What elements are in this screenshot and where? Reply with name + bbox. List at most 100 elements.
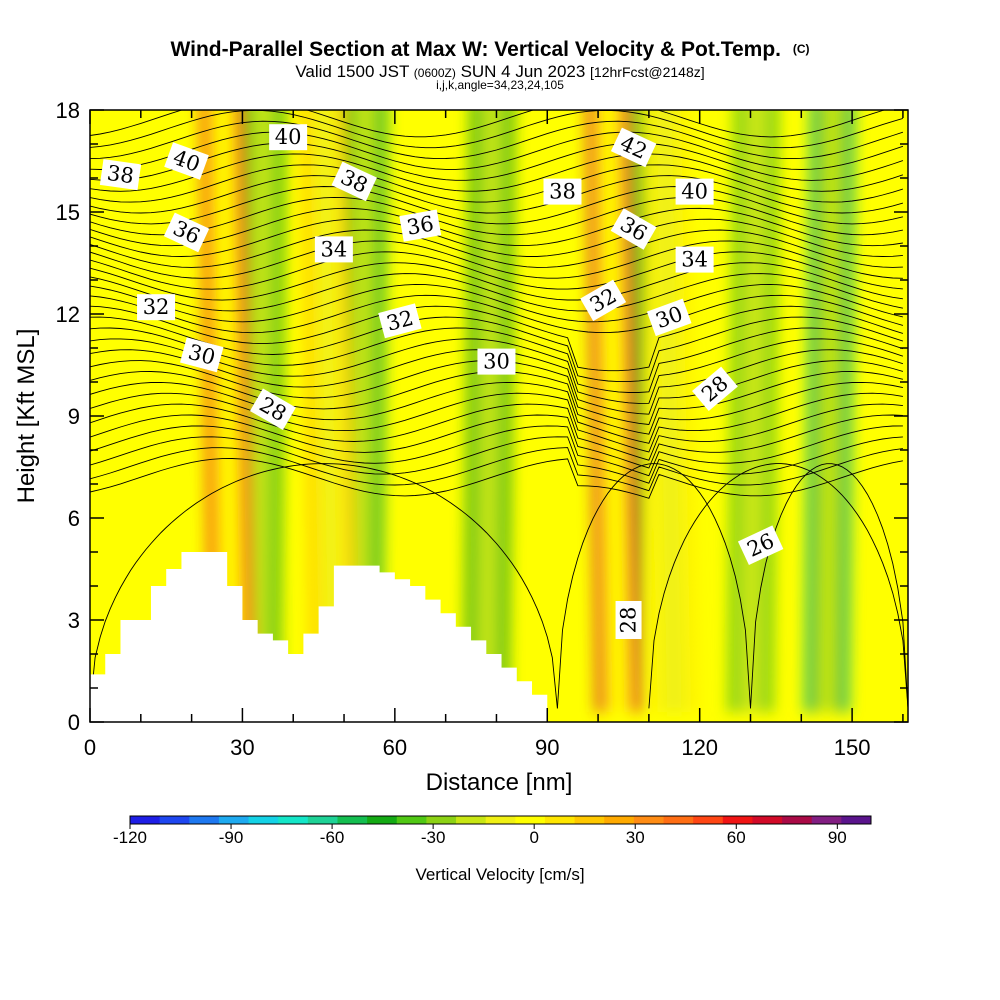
colorbar-tick-label: -60 (320, 828, 345, 847)
contour-label: 38 (543, 178, 582, 205)
theta-contour-line (90, 120, 904, 160)
x-tick-label: 0 (84, 735, 96, 760)
contour-label-text: 34 (321, 237, 348, 261)
contour-label: 38 (99, 159, 142, 191)
theta-contour-line (90, 164, 904, 203)
theta-contour-line (90, 283, 904, 323)
theta-contour-line (556, 463, 751, 709)
contour-label-text: 32 (143, 295, 170, 319)
theta-contour-line (90, 153, 904, 192)
y-tick-label: 15 (56, 200, 80, 225)
theta-contour-line (90, 273, 903, 312)
colorbar-swatch (130, 816, 161, 824)
colorbar-swatch (752, 816, 783, 824)
colorbar-swatch (189, 816, 220, 824)
colorbar-swatch (426, 816, 457, 824)
x-tick-label: 150 (834, 735, 871, 760)
contour-label: 40 (675, 178, 714, 205)
theta-contour-line (90, 131, 904, 170)
theta-contour-line (90, 316, 904, 383)
contour-label: 40 (269, 124, 308, 151)
y-tick-label: 3 (68, 608, 80, 633)
theta-contour-line (90, 251, 903, 290)
theta-contour-line (90, 414, 903, 469)
x-tick-label: 120 (681, 735, 718, 760)
colorbar-swatch (278, 816, 309, 824)
contour-label: 32 (137, 294, 176, 321)
colorbar-tick-label: 0 (529, 828, 538, 847)
contour-label: 30 (646, 298, 692, 337)
contour-label: 32 (378, 303, 422, 339)
colorbar-swatch (722, 816, 753, 824)
theta-contour-line (750, 463, 908, 709)
colorbar-tick-label: 30 (626, 828, 645, 847)
theta-contour-line (90, 436, 903, 484)
theta-contour-line (90, 447, 903, 492)
theta-contour-line (90, 403, 903, 461)
theta-contour-line (90, 110, 886, 138)
theta-contour-line (90, 294, 904, 334)
downdraft-band-1 (349, 110, 375, 712)
colorbar: -120 -90 -60 -30 0 30 60 90 (113, 815, 872, 847)
contour-label-text: 30 (483, 350, 510, 374)
contour-label: 34 (675, 246, 714, 273)
theta-contour-line (90, 229, 903, 268)
colorbar-tick-label: -120 (113, 828, 147, 847)
theta-contour-line (90, 327, 904, 393)
theta-contour-line (90, 381, 903, 444)
x-tick-label: 60 (383, 735, 407, 760)
x-axis: 0 30 60 90 120 150 (84, 110, 904, 760)
colorbar-swatch (633, 816, 665, 824)
theta-contour-line (90, 392, 903, 453)
theta-contour-line (90, 338, 904, 404)
theta-contour-line (90, 218, 903, 257)
y-axis-label: Height [Kft MSL] (13, 329, 40, 504)
colorbar-swatch (218, 816, 250, 824)
colorbar-swatch (663, 816, 694, 824)
terrain-profile (90, 552, 908, 722)
updraft-band-1 (599, 110, 628, 712)
theta-contour-line (90, 186, 904, 225)
colorbar-swatch (456, 816, 487, 824)
downdraft-band-3 (740, 110, 766, 712)
downdraft-band-2 (476, 110, 502, 712)
colorbar-tick-label: -30 (421, 828, 446, 847)
y-tick-label: 9 (68, 404, 80, 429)
colorbar-swatch (574, 816, 605, 824)
colorbar-frame (129, 815, 872, 825)
colorbar-swatch (693, 816, 724, 824)
contour-label-text: 38 (106, 161, 136, 188)
contour-label-text: 38 (549, 180, 576, 204)
section-indices: i,j,k,angle=34,23,24,105 (436, 78, 564, 92)
theta-contour-line (90, 207, 903, 247)
contour-label: 34 (314, 236, 353, 263)
colorbar-swatch (159, 816, 190, 824)
colorbar-swatch (544, 816, 576, 824)
theta-contour-line (648, 463, 908, 709)
colorbar-swatch (367, 816, 398, 824)
colorbar-swatch (307, 816, 338, 824)
theta-contour-line (90, 196, 903, 236)
vertical-velocity-field (200, 110, 855, 712)
contour-label: 28 (615, 601, 642, 639)
contour-label-text: 40 (275, 125, 302, 149)
colorbar-label: Vertical Velocity [cm/s] (415, 865, 584, 884)
contour-label-text: 36 (405, 211, 435, 239)
theta-contour-line (90, 240, 903, 279)
y-tick-label: 18 (56, 98, 80, 123)
y-tick-label: 6 (68, 506, 80, 531)
x-tick-label: 90 (535, 735, 559, 760)
contour-label: 36 (399, 209, 442, 242)
contour-label: 30 (180, 337, 224, 373)
y-tick-label: 12 (56, 302, 80, 327)
valid-time: Valid 1500 JST (0600Z) SUN 4 Jun 2023 [1… (295, 62, 704, 81)
contour-label-text: 34 (681, 248, 708, 272)
colorbar-tick-label: 90 (828, 828, 847, 847)
colorbar-swatch (396, 816, 427, 824)
colorbar-swatch (604, 816, 635, 824)
colorbar-swatch (485, 816, 516, 824)
colorbar-tick-label: 60 (727, 828, 746, 847)
